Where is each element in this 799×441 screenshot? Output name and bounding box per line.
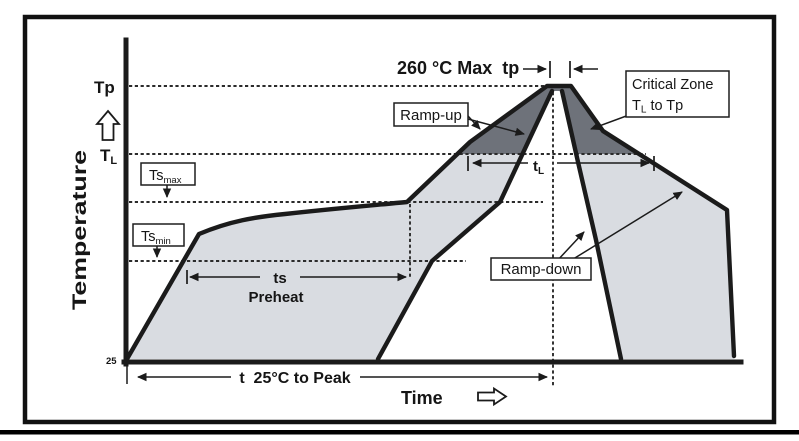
fast-ramp-down-curve	[559, 88, 624, 362]
critical-zone-l2-base: T	[632, 98, 641, 114]
tsmax-label: Ts	[149, 168, 164, 184]
ramp-up-arrow-1	[467, 115, 481, 130]
ramp-down-label-box: Ramp-down	[490, 257, 592, 281]
tsmax-label-box: Tsmax	[140, 162, 196, 186]
ramp-up-label: Ramp-up	[400, 107, 462, 124]
ramp-down-label: Ramp-down	[501, 261, 582, 278]
critical-zone-label-box: Critical Zone TL to Tp	[625, 70, 730, 118]
up-arrow-icon	[95, 109, 121, 141]
tsmin-label: Ts	[141, 229, 156, 245]
tl-axis-subscript: L	[110, 155, 117, 167]
tsmin-label-box: Tsmin	[132, 223, 185, 247]
tp-axis-label: Tp	[94, 78, 115, 97]
x-axis-title: Time	[401, 388, 443, 408]
tsmin-subscript: min	[156, 236, 171, 247]
svg-text:Tsmin: Tsmin	[141, 229, 171, 247]
critical-zone-l2-sub: L	[641, 105, 647, 116]
svg-text:tL: tL	[533, 158, 544, 177]
inner-valley-region	[378, 91, 621, 359]
time-to-peak-label: t 25°C to Peak	[239, 370, 350, 387]
ramp-down-arrow-2	[569, 191, 683, 262]
origin-temp-label: 25	[106, 356, 117, 367]
liquidus-time-subscript: L	[538, 166, 544, 177]
ramp-down-arrow-1	[555, 231, 585, 263]
tsmax-subscript: max	[164, 175, 182, 186]
critical-zone-l2-rest: to Tp	[646, 98, 683, 114]
peak-max-annotation: 260 °C Max tp	[397, 58, 519, 78]
svg-text:TL: TL	[100, 146, 117, 167]
ramp-up-label-box: Ramp-up	[393, 102, 469, 127]
critical-zone-label-line1: Critical Zone	[632, 77, 713, 93]
preheat-caption: Preheat	[248, 289, 303, 306]
soak-time-label: ts	[273, 270, 286, 287]
bottom-rule	[0, 430, 799, 435]
liquidus-time-label: t	[533, 158, 538, 175]
critical-zone-arrow	[590, 114, 630, 131]
ramp-up-arrow-2	[467, 118, 525, 136]
fast-profile-curve	[124, 83, 737, 362]
right-arrow-icon	[477, 386, 508, 407]
svg-text:TL to Tp: TL to Tp	[632, 98, 683, 116]
svg-text:Tsmax: Tsmax	[149, 168, 182, 186]
tl-axis-label: T	[100, 146, 111, 165]
y-axis-title: Temperature	[70, 150, 91, 310]
slow-ramp-up-curve	[375, 88, 555, 362]
